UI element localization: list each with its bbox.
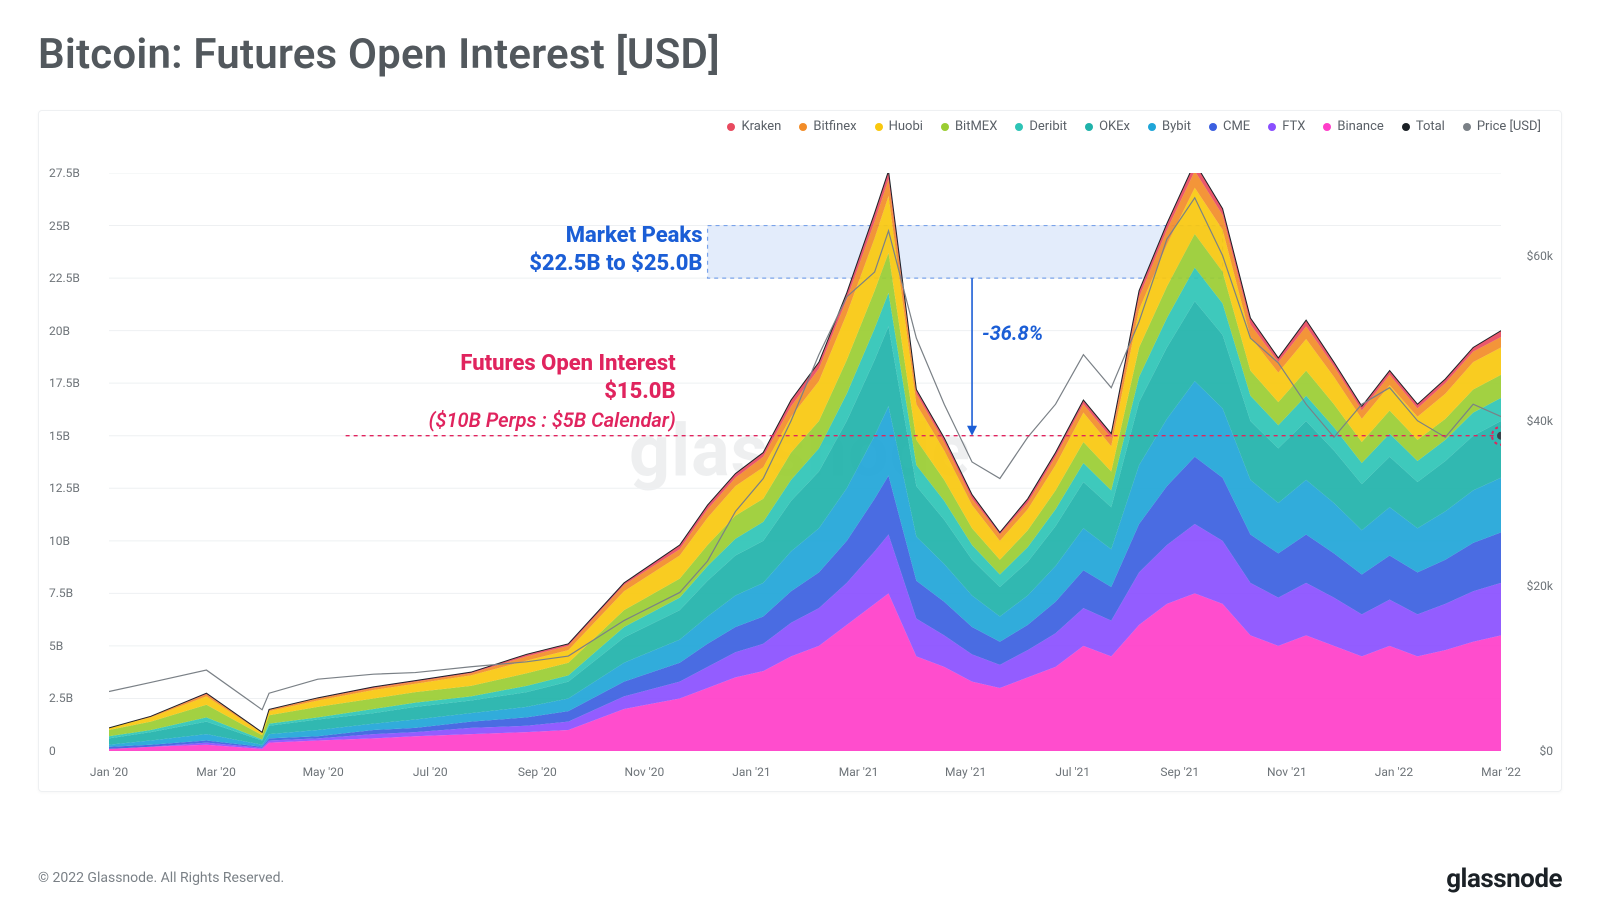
y-right-tick: $40k (1527, 414, 1553, 428)
legend-item[interactable]: Kraken (727, 119, 781, 134)
legend-item[interactable]: Bitfinex (799, 119, 856, 134)
legend-item[interactable]: Price [USD] (1463, 119, 1541, 134)
y-left-tick: 7.5B (49, 586, 73, 600)
legend-item[interactable]: BitMEX (941, 119, 997, 134)
legend-label: OKEx (1099, 119, 1130, 134)
x-tick: May '20 (303, 765, 344, 779)
legend-dot (727, 123, 735, 131)
y-left-tick: 5B (49, 639, 63, 653)
y-right-tick: $20k (1527, 579, 1553, 593)
y-right-tick: $60k (1527, 249, 1553, 263)
legend-dot (1148, 123, 1156, 131)
legend-label: Deribit (1029, 119, 1067, 134)
y-left-tick: 12.5B (49, 481, 80, 495)
y-right-tick: $0 (1540, 744, 1554, 758)
plot-area (109, 173, 1501, 751)
legend-label: Binance (1337, 119, 1383, 134)
x-tick: Mar '21 (839, 765, 879, 779)
y-left-tick: 0 (49, 744, 56, 758)
y-left-tick: 27.5B (49, 166, 80, 180)
x-tick: Sep '21 (1160, 765, 1199, 779)
legend-item[interactable]: Deribit (1015, 119, 1067, 134)
chart-panel: Kraken Bitfinex Huobi BitMEX Deribit OKEx Bybi… (38, 110, 1562, 792)
x-tick: May '21 (945, 765, 986, 779)
x-tick: Jan '20 (90, 765, 128, 779)
legend-item[interactable]: Total (1402, 119, 1445, 134)
legend-dot (1323, 123, 1331, 131)
x-tick: Jan '22 (1375, 765, 1413, 779)
x-tick: Mar '20 (196, 765, 236, 779)
y-left-tick: 22.5B (49, 271, 80, 285)
legend-label: Total (1416, 119, 1445, 134)
legend-item[interactable]: FTX (1268, 119, 1305, 134)
x-tick: Jul '20 (413, 765, 448, 779)
y-left-tick: 2.5B (49, 691, 73, 705)
legend-dot (799, 123, 807, 131)
x-tick: Jan '21 (732, 765, 770, 779)
x-tick: Nov '21 (1267, 765, 1307, 779)
legend-dot (1015, 123, 1023, 131)
legend-label: BitMEX (955, 119, 997, 134)
x-tick: Jul '21 (1055, 765, 1090, 779)
legend-dot (1085, 123, 1093, 131)
legend: Kraken Bitfinex Huobi BitMEX Deribit OKEx Bybi… (727, 119, 1541, 134)
y-left-tick: 10B (49, 534, 70, 548)
legend-dot (875, 123, 883, 131)
y-left-tick: 25B (49, 219, 70, 233)
legend-item[interactable]: Bybit (1148, 119, 1191, 134)
legend-dot (941, 123, 949, 131)
legend-label: CME (1223, 119, 1250, 134)
legend-item[interactable]: Binance (1323, 119, 1383, 134)
legend-label: FTX (1282, 119, 1305, 134)
legend-label: Bybit (1162, 119, 1191, 134)
legend-dot (1268, 123, 1276, 131)
y-left-tick: 17.5B (49, 376, 80, 390)
legend-dot (1463, 123, 1471, 131)
chart-title: Bitcoin: Futures Open Interest [USD] (38, 30, 1562, 79)
y-left-tick: 15B (49, 429, 70, 443)
legend-item[interactable]: Huobi (875, 119, 923, 134)
legend-label: Kraken (741, 119, 781, 134)
footer-brand: glassnode (1446, 864, 1562, 894)
x-tick: Nov '20 (625, 765, 665, 779)
legend-item[interactable]: CME (1209, 119, 1250, 134)
y-left-tick: 20B (49, 324, 70, 338)
legend-item[interactable]: OKEx (1085, 119, 1130, 134)
legend-label: Huobi (889, 119, 923, 134)
legend-label: Price [USD] (1477, 119, 1541, 134)
footer-copyright: © 2022 Glassnode. All Rights Reserved. (38, 870, 284, 886)
legend-dot (1209, 123, 1217, 131)
x-tick: Mar '22 (1481, 765, 1521, 779)
legend-dot (1402, 123, 1410, 131)
x-tick: Sep '20 (518, 765, 557, 779)
legend-label: Bitfinex (813, 119, 856, 134)
